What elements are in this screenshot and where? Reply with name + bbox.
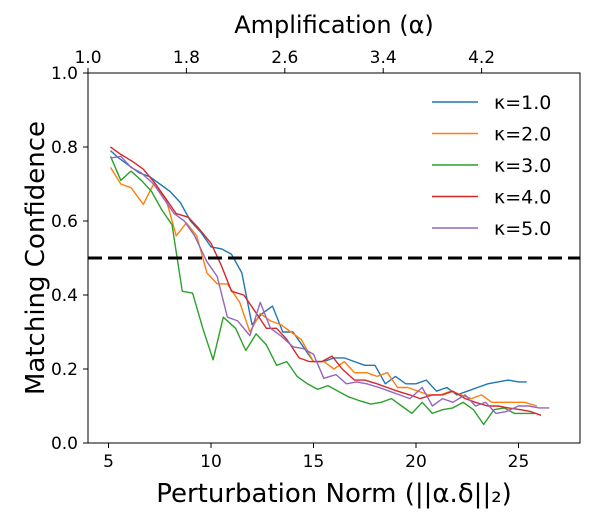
x-tick-label: 25 <box>508 452 530 472</box>
y-tick-label: 0.8 <box>51 138 78 158</box>
top-tick-label: 1.8 <box>173 48 200 68</box>
bottom-axis: 5 10 15 20 25 <box>103 443 529 472</box>
top-axis: 1.0 1.8 2.6 3.4 4.2 <box>74 48 495 73</box>
top-tick-label: 2.6 <box>271 48 298 68</box>
legend-label-3: κ=3.0 <box>494 155 551 177</box>
y-tick-label: 0.0 <box>51 434 78 454</box>
top-tick-label: 4.2 <box>468 48 495 68</box>
series-line-3 <box>109 156 535 426</box>
legend-label-2: κ=2.0 <box>494 124 551 146</box>
x-tick-label: 20 <box>405 452 427 472</box>
legend: κ=1.0 κ=2.0 κ=3.0 κ=4.0 κ=5.0 <box>432 92 551 240</box>
x-tick-label: 5 <box>103 452 114 472</box>
x-tick-label: 15 <box>303 452 325 472</box>
y-axis-title: Matching Confidence <box>21 121 51 395</box>
left-axis: 0.0 0.2 0.4 0.6 0.8 1.0 <box>51 64 88 454</box>
y-tick-label: 1.0 <box>51 64 78 84</box>
x-tick-label: 10 <box>200 452 222 472</box>
plot-frame <box>87 72 581 444</box>
top-tick-label: 1.0 <box>74 48 101 68</box>
x-axis-title: Perturbation Norm (||α.δ||₂) <box>156 479 512 509</box>
top-axis-title: Amplification (α) <box>234 11 434 39</box>
y-tick-label: 0.2 <box>51 360 78 380</box>
series-line-2 <box>109 167 538 407</box>
legend-label-5: κ=5.0 <box>494 218 551 240</box>
series-line-5 <box>110 155 550 415</box>
series-lines <box>109 146 550 426</box>
legend-label-1: κ=1.0 <box>494 92 551 114</box>
top-tick-label: 3.4 <box>370 48 397 68</box>
y-tick-label: 0.6 <box>51 212 78 232</box>
legend-label-4: κ=4.0 <box>494 187 551 209</box>
y-tick-label: 0.4 <box>51 286 78 306</box>
